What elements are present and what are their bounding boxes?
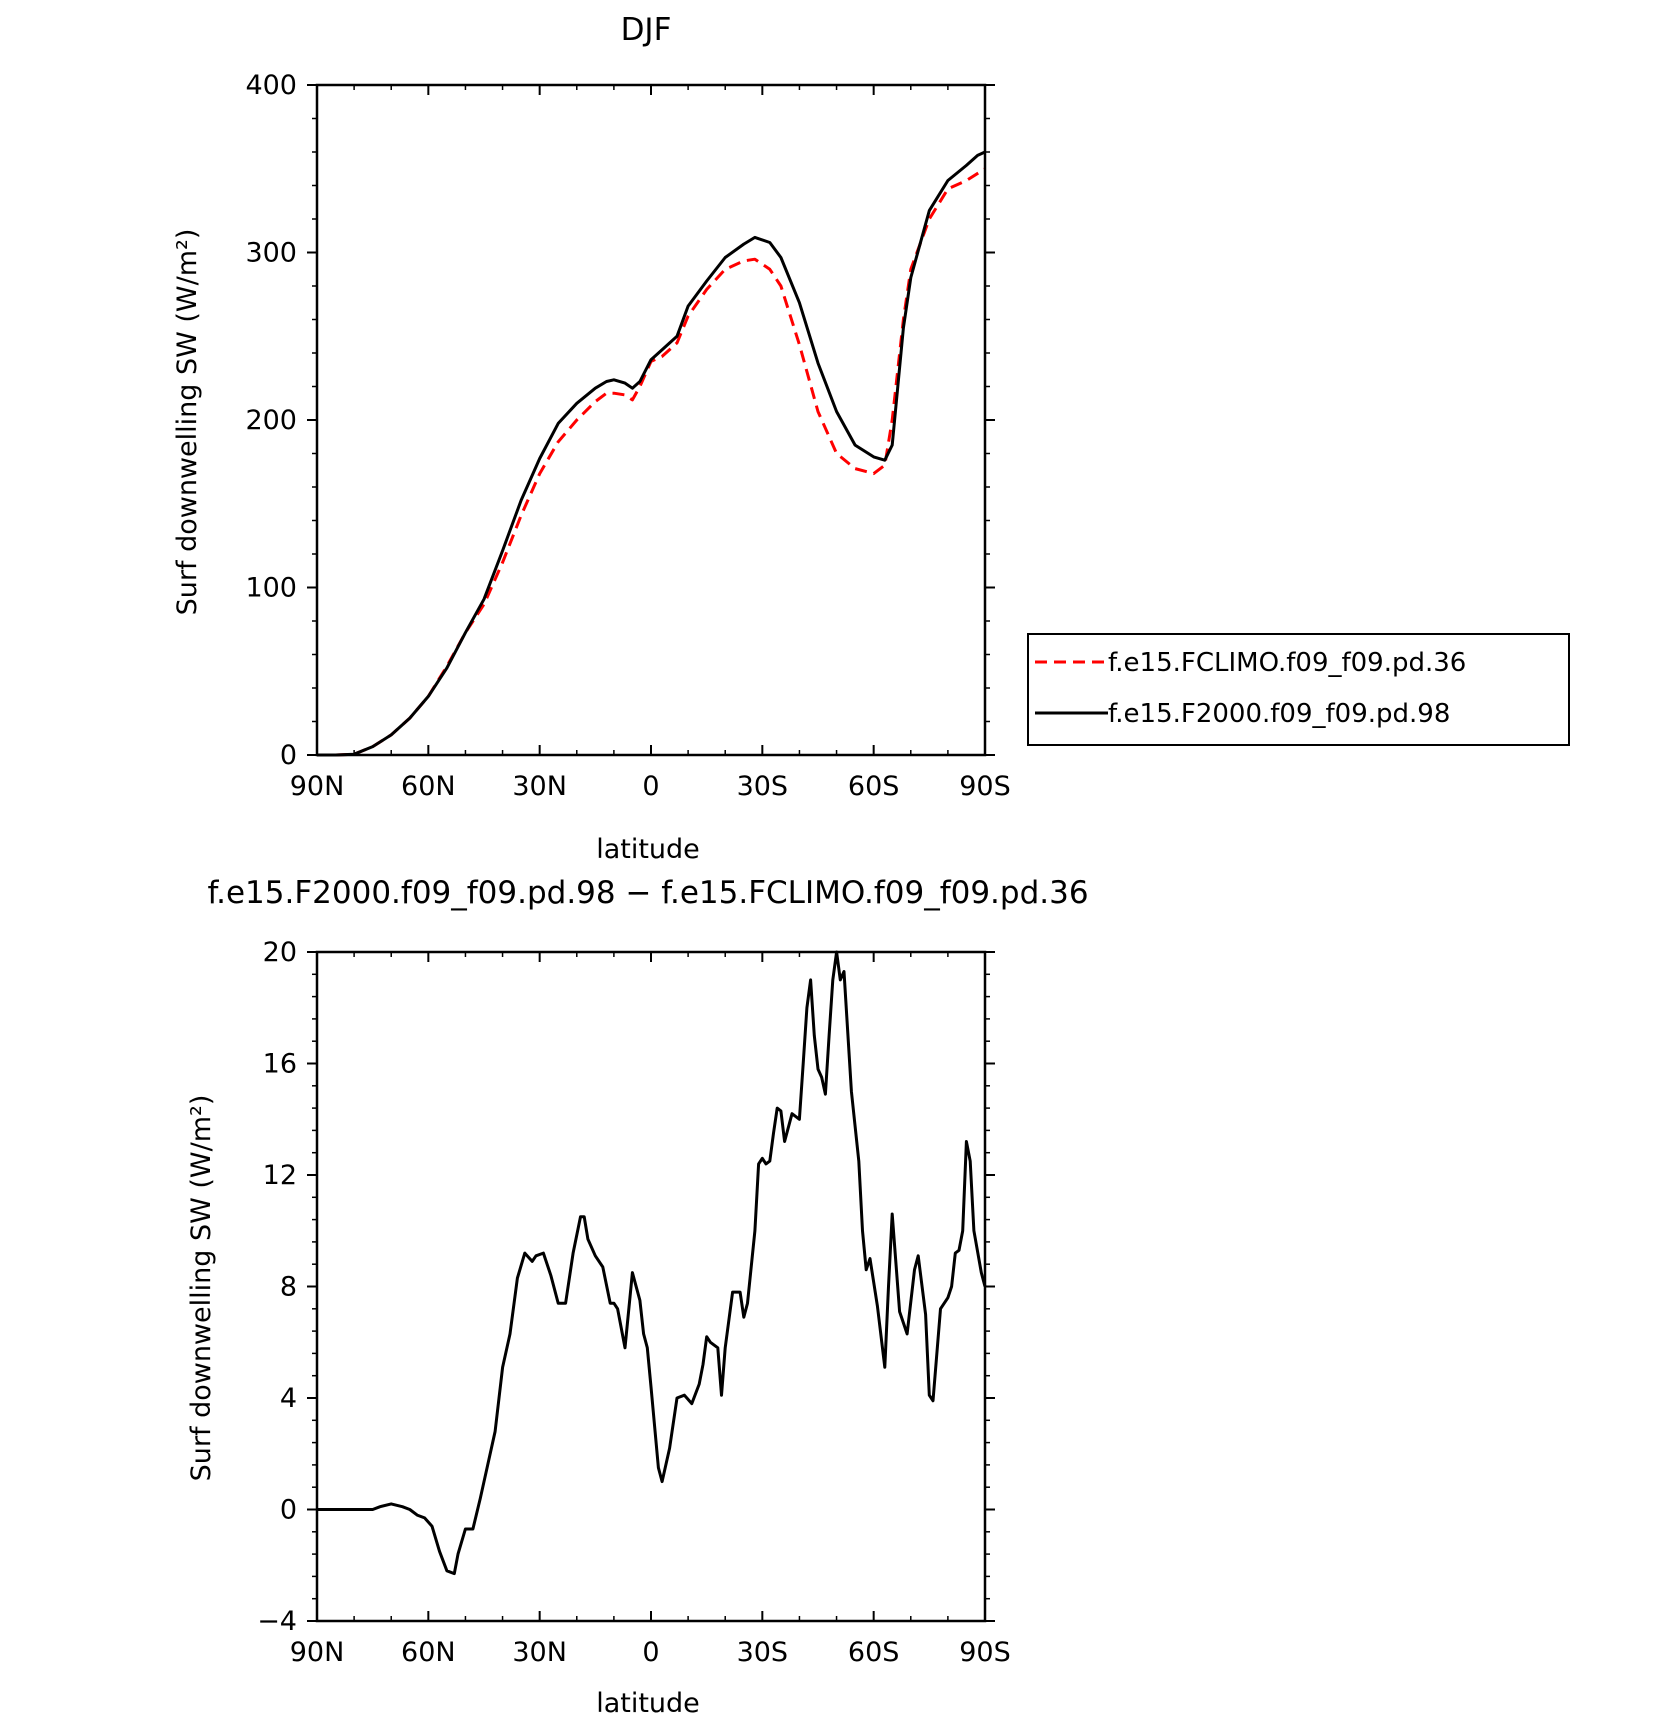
top-x-tick-label: 30N [512, 771, 567, 802]
bottom-y-tick-label: 8 [280, 1272, 297, 1303]
legend: f.e15.FCLIMO.f09_f09.pd.36 f.e15.F2000.f… [1027, 633, 1570, 746]
top-y-tick-label: 200 [245, 405, 297, 436]
bottom-x-tick-label: 60S [848, 1637, 900, 1668]
top-x-tick-label: 60S [848, 771, 900, 802]
bottom-panel: f.e15.F2000.f09_f09.pd.98 − f.e15.FCLIMO… [186, 875, 1089, 1719]
bottom-chart-title: f.e15.F2000.f09_f09.pd.98 − f.e15.FCLIMO… [207, 875, 1088, 911]
top-y-tick-label: 400 [245, 70, 297, 101]
bottom-y-axis-title: Surf downwelling SW (W/m²) [186, 1095, 217, 1482]
bottom-series-lines [317, 950, 987, 1576]
top-x-tick-label: 0 [642, 771, 659, 802]
top-series-lines [317, 150, 986, 757]
top-y-tick-label: 0 [280, 740, 297, 771]
legend-label-f2000: f.e15.F2000.f09_f09.pd.98 [1108, 699, 1450, 729]
legend-box [1027, 633, 1570, 746]
top-series-line-0 [317, 167, 986, 757]
bottom-x-tick-label: 30S [737, 1637, 789, 1668]
bottom-x-axis-title: latitude [596, 1688, 700, 1719]
top-x-tick-label: 90N [290, 771, 345, 802]
bottom-x-tick-label: 90N [290, 1637, 345, 1668]
top-panel: DJF latitude Surf downwelling SW (W/m²) … [172, 12, 1570, 865]
top-y-tick-label: 300 [245, 238, 297, 269]
bottom-x-tick-label: 60N [401, 1637, 456, 1668]
bottom-x-tick-label: 30N [512, 1637, 567, 1668]
bottom-plot-frame [315, 950, 987, 1623]
bottom-axis-ticks: 90N 60N 30N 0 30S 60S 90S −4 0 4 8 12 16 20 [257, 937, 1011, 1668]
top-y-axis-title: Surf downwelling SW (W/m²) [172, 229, 203, 616]
bottom-y-tick-label: 16 [263, 1049, 297, 1080]
bottom-series-line-0 [317, 950, 987, 1576]
legend-label-fclimo: f.e15.FCLIMO.f09_f09.pd.36 [1108, 648, 1466, 678]
top-x-tick-label: 30S [737, 771, 789, 802]
top-chart-title: DJF [621, 12, 672, 48]
top-x-tick-label: 90S [959, 771, 1011, 802]
top-y-tick-label: 100 [245, 573, 297, 604]
bottom-x-tick-label: 90S [959, 1637, 1011, 1668]
bottom-y-tick-label: −4 [257, 1606, 297, 1637]
bottom-x-tick-label: 0 [642, 1637, 659, 1668]
top-axis-ticks: 90N 60N 30N 0 30S 60S 90S 0 100 200 300 400 [245, 70, 1010, 802]
bottom-y-tick-label: 20 [263, 937, 297, 968]
top-x-tick-label: 60N [401, 771, 456, 802]
bottom-y-tick-label: 0 [280, 1495, 297, 1526]
top-x-axis-title: latitude [596, 834, 700, 865]
bottom-y-tick-label: 12 [263, 1160, 297, 1191]
top-plot-frame [315, 83, 987, 757]
top-series-line-1 [317, 150, 986, 757]
bottom-y-tick-label: 4 [280, 1383, 297, 1414]
